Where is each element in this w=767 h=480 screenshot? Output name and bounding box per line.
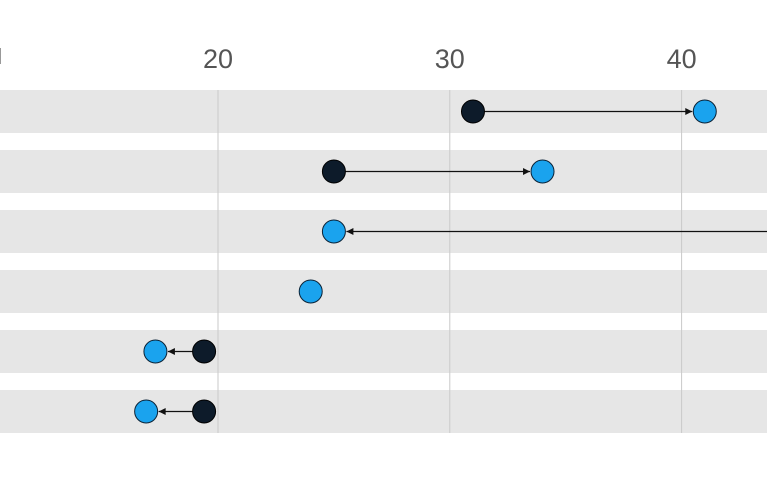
data-row <box>460 99 717 124</box>
end-point <box>692 99 717 124</box>
x-tick-label: 20 <box>203 44 233 74</box>
end-point <box>143 339 168 364</box>
start-point <box>192 399 217 424</box>
row-band <box>0 330 767 373</box>
start-point <box>192 339 217 364</box>
row-bands <box>0 90 767 433</box>
end-point <box>530 159 555 184</box>
row-band <box>0 390 767 433</box>
gridlines <box>217 90 683 433</box>
x-tick-label: 30 <box>435 44 465 74</box>
start-point <box>321 159 346 184</box>
data-rows <box>134 99 767 424</box>
x-tick-labels: 20 30 40 <box>203 44 697 74</box>
data-row <box>321 159 555 184</box>
end-point <box>298 279 323 304</box>
end-point <box>134 399 159 424</box>
data-row <box>321 219 767 244</box>
data-row <box>134 399 217 424</box>
row-band <box>0 270 767 313</box>
data-row <box>298 279 323 304</box>
end-point <box>321 219 346 244</box>
start-point <box>460 99 485 124</box>
x-tick-label: 40 <box>667 44 697 74</box>
data-row <box>143 339 217 364</box>
